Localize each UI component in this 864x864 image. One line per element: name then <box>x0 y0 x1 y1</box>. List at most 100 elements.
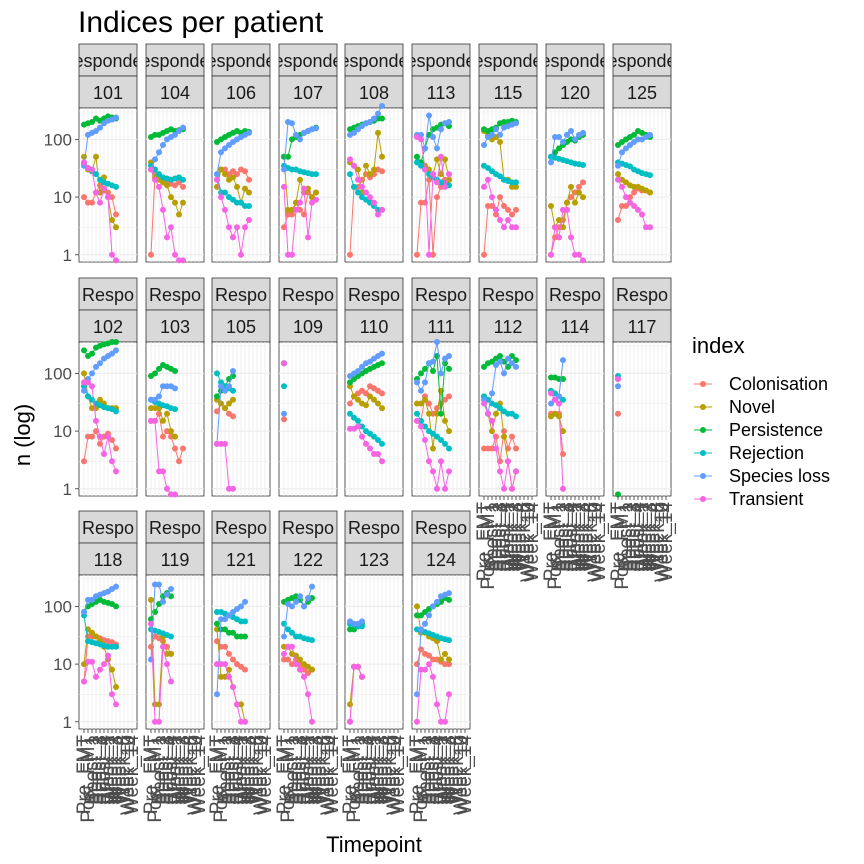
data-point <box>81 678 87 685</box>
facet-group-label: Respo <box>549 285 601 305</box>
data-point <box>305 691 311 698</box>
data-point <box>93 417 99 424</box>
y-tick-label: 10 <box>53 422 72 441</box>
facet-strip-patient <box>344 75 404 109</box>
data-point <box>367 393 373 400</box>
data-point <box>148 596 154 603</box>
x-tick-label: Week_2 <box>169 735 190 804</box>
data-point <box>564 131 570 138</box>
data-point <box>572 136 578 143</box>
data-point <box>93 633 99 640</box>
data-point <box>242 718 248 725</box>
data-point <box>568 127 574 134</box>
data-point <box>246 217 252 224</box>
x-tick-label: Week_2 <box>636 502 657 571</box>
data-point <box>556 145 562 152</box>
data-point <box>359 673 365 680</box>
x-tick-label: Week_6 <box>514 502 535 571</box>
x-tick-label: Week_14 <box>656 502 677 582</box>
x-tick-label: Boost_4 <box>561 502 582 572</box>
data-point <box>214 620 220 627</box>
data-point <box>222 387 228 394</box>
data-point <box>442 485 448 492</box>
facet-strip-group <box>344 277 404 311</box>
data-point <box>434 339 440 345</box>
x-tick-label: Boost_1 <box>149 735 170 805</box>
x-tick-label: Boost_4 <box>360 735 381 805</box>
data-point <box>623 145 629 152</box>
facet-panel: Respo 110 <box>344 277 404 497</box>
legend-key-point <box>700 450 706 456</box>
data-point <box>89 629 95 636</box>
data-point <box>234 171 240 178</box>
data-point <box>101 451 107 458</box>
legend-label: Colonisation <box>729 374 828 394</box>
data-point <box>156 581 162 588</box>
y-tick-label: 100 <box>44 364 72 383</box>
y-tick-label: 10 <box>53 655 72 674</box>
x-tick-label: Week_10 <box>451 735 472 815</box>
data-point <box>230 413 236 420</box>
data-point <box>242 618 248 625</box>
data-point <box>489 390 495 397</box>
x-tick-label: Pre_FMT <box>541 502 562 582</box>
data-point <box>355 663 361 670</box>
data-point <box>281 360 287 367</box>
data-point <box>513 413 519 420</box>
facet-panel: Respo 123 Pre_FMTPost_FMTBoost_1Boost_2Boo… <box>340 510 409 823</box>
data-point <box>281 416 287 423</box>
data-point <box>180 199 186 206</box>
data-point <box>81 153 87 160</box>
data-point <box>379 115 385 122</box>
data-point <box>505 217 511 224</box>
data-point <box>509 360 515 367</box>
data-point <box>297 656 303 663</box>
facet-group-label: esponde <box>607 51 676 71</box>
facet-group-label: Respo <box>149 518 201 538</box>
legend-item: Transient <box>694 489 803 509</box>
data-point <box>422 620 428 627</box>
facet-group-label: Respo <box>282 518 334 538</box>
legend-item: Colonisation <box>694 374 828 394</box>
data-point <box>623 203 629 210</box>
x-tick-label: Week_14 <box>589 502 610 582</box>
data-point <box>289 211 295 218</box>
data-point <box>238 199 244 206</box>
facet-strip-group <box>211 43 271 77</box>
facet-patient-label: 104 <box>160 83 190 103</box>
data-point <box>438 153 444 160</box>
data-point <box>552 224 558 231</box>
data-point <box>226 224 232 231</box>
x-tick-label: Boost_2 <box>86 735 107 805</box>
data-point <box>375 451 381 458</box>
legend-key-point <box>700 404 706 410</box>
facet-panel: Respo 117 Pre_FMTPost_FMTBoost_1Boost_2Boo… <box>608 277 677 590</box>
data-point <box>93 189 99 196</box>
data-point <box>81 458 87 465</box>
data-point <box>564 199 570 206</box>
data-point <box>363 189 369 196</box>
data-point <box>430 445 436 452</box>
data-point <box>615 410 621 417</box>
data-point <box>156 393 162 400</box>
data-point <box>497 173 503 180</box>
x-tick-label: Boost_3 <box>223 735 244 805</box>
x-tick-label: Boost_3 <box>557 502 578 572</box>
data-point <box>222 661 228 668</box>
data-point <box>93 127 99 134</box>
data-point <box>434 433 440 440</box>
data-point <box>230 396 236 403</box>
data-point <box>501 203 507 210</box>
data-point <box>113 468 119 475</box>
data-point <box>446 171 452 178</box>
data-point <box>97 124 103 131</box>
x-tick-label: Week_10 <box>518 502 539 582</box>
data-point <box>446 590 452 597</box>
data-point <box>180 124 186 131</box>
x-tick-label: Boost_4 <box>161 735 182 805</box>
data-point <box>501 433 507 440</box>
x-tick-label: Boost_3 <box>290 735 311 805</box>
data-point <box>481 141 487 148</box>
legend-label: Novel <box>729 397 775 417</box>
data-point <box>93 428 99 435</box>
